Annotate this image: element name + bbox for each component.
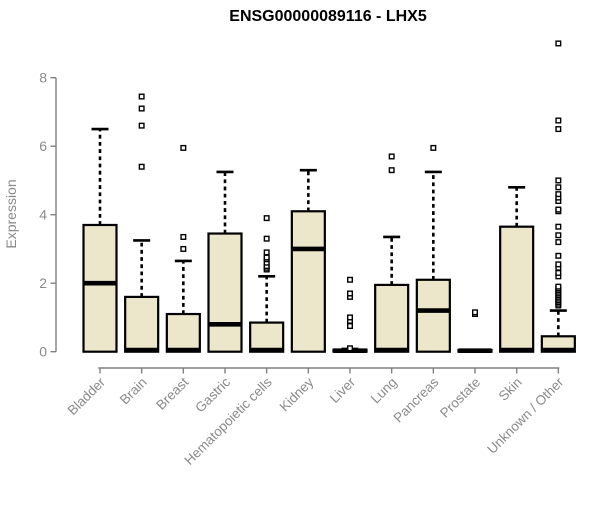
boxplot-skin [499, 186, 535, 353]
y-tick-label: 4 [39, 207, 47, 223]
boxplot-breast [165, 144, 201, 353]
boxplot-bladder [82, 127, 118, 353]
y-axis-label: Expression [3, 179, 19, 248]
outlier-point [138, 93, 145, 100]
x-tick-label-lung: Lung [368, 375, 400, 407]
outlier-point [472, 309, 479, 316]
iqr-box [249, 321, 285, 353]
iqr-box [165, 312, 201, 353]
outlier-point [347, 323, 354, 330]
iqr-box [207, 232, 243, 353]
boxplot-liver [332, 276, 368, 353]
boxplot-brain [124, 93, 160, 353]
outlier-point [430, 144, 437, 151]
outlier-point [180, 233, 187, 240]
iqr-box [124, 295, 160, 353]
x-tick-label-unknown-other: Unknown / Other [484, 374, 567, 457]
outlier-point [555, 239, 562, 246]
outlier-point [555, 283, 562, 290]
boxplot-lung [374, 153, 410, 353]
outlier-point [347, 345, 354, 352]
boxplot-pancreas [415, 144, 451, 353]
outlier-point [138, 122, 145, 129]
boxplot-kidney [290, 168, 326, 353]
outlier-point [263, 235, 270, 242]
outlier-point [388, 167, 395, 174]
y-tick-label: 2 [39, 275, 47, 291]
x-tick-label-liver: Liver [327, 374, 359, 406]
outlier-point [555, 184, 562, 191]
iqr-box [499, 225, 535, 353]
outlier-point [347, 276, 354, 283]
x-tick-label-gastric: Gastric [192, 374, 233, 415]
outlier-point [180, 245, 187, 252]
outlier-point [138, 163, 145, 170]
outlier-point [555, 206, 562, 213]
outlier-point [555, 223, 562, 230]
x-tick-label-skin: Skin [496, 375, 525, 404]
iqr-box [82, 223, 118, 353]
outlier-point [555, 252, 562, 259]
outlier-point [263, 254, 270, 261]
outlier-point [555, 232, 562, 239]
y-tick-label: 0 [39, 344, 47, 360]
x-tick-label-kidney: Kidney [277, 374, 317, 414]
x-tick-label-breast: Breast [153, 374, 191, 412]
iqr-box [290, 210, 326, 353]
outlier-point [555, 117, 562, 124]
outlier-point [347, 290, 354, 297]
x-tick-label-pancreas: Pancreas [391, 374, 442, 425]
boxplot-unknown-other [540, 40, 576, 353]
x-tick-label-bladder: Bladder [65, 374, 109, 418]
outlier-point [555, 126, 562, 133]
outlier-point [555, 191, 562, 198]
boxes-layer [82, 40, 576, 353]
iqr-box [374, 283, 410, 353]
outlier-point [138, 105, 145, 112]
outlier-point [263, 249, 270, 256]
outlier-point [263, 215, 270, 222]
y-tick-label: 6 [39, 138, 47, 154]
boxplot-gastric [207, 170, 243, 353]
outlier-point [555, 261, 562, 268]
iqr-box [415, 278, 451, 353]
y-tick-label: 8 [39, 70, 47, 86]
outlier-point [555, 40, 562, 47]
boxplot-hematopoietic-cells [249, 215, 285, 353]
outlier-point [388, 153, 395, 160]
x-tick-label-prostate: Prostate [437, 375, 483, 421]
boxplot-prostate [457, 309, 493, 353]
x-tick-label-brain: Brain [117, 375, 150, 408]
outlier-point [555, 269, 562, 276]
outlier-point [347, 314, 354, 321]
chart-title: ENSG00000089116 - LHX5 [229, 8, 427, 25]
outlier-point [180, 144, 187, 151]
outlier-point [555, 177, 562, 184]
